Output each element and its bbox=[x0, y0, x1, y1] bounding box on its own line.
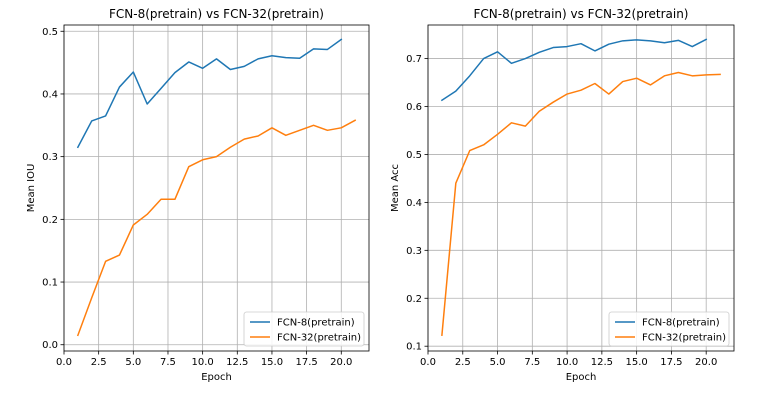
y-tick-label: 0.4 bbox=[406, 198, 422, 209]
x-tick-label: 0.0 bbox=[56, 357, 72, 368]
y-tick-label: 0.4 bbox=[42, 89, 58, 100]
y-tick-label: 0.5 bbox=[42, 27, 58, 38]
y-tick-label: 0.0 bbox=[42, 340, 58, 351]
chart-title: FCN-8(pretrain) vs FCN-32(pretrain) bbox=[474, 7, 689, 21]
x-tick-label: 15.0 bbox=[261, 357, 283, 368]
x-tick-label: 10.0 bbox=[192, 357, 214, 368]
x-tick-label: 2.5 bbox=[455, 357, 471, 368]
y-axis-label: Mean Acc bbox=[390, 164, 401, 212]
x-axis-label: Epoch bbox=[566, 372, 597, 383]
y-tick-label: 0.2 bbox=[406, 294, 422, 305]
y-tick-label: 0.1 bbox=[42, 278, 58, 289]
x-tick-label: 12.5 bbox=[226, 357, 248, 368]
x-tick-label: 0.0 bbox=[420, 357, 436, 368]
axes-frame bbox=[427, 24, 735, 352]
legend-label-1: FCN-8(pretrain) bbox=[642, 318, 720, 329]
series-line-1 bbox=[440, 38, 708, 102]
legend-label-1: FCN-8(pretrain) bbox=[277, 318, 355, 329]
y-tick-label: 0.7 bbox=[406, 54, 422, 65]
x-tick-label: 7.5 bbox=[160, 357, 176, 368]
y-axis-label: Mean IOU bbox=[26, 164, 37, 213]
legend-box bbox=[608, 311, 730, 347]
x-tick-label: 15.0 bbox=[626, 357, 648, 368]
chart-panel-2: 0.0 2.5 5.0 7.5 10.0 12.5 15.0 17.5 20.0 0.1 0.2 0.… bbox=[390, 7, 735, 383]
series-line-2 bbox=[441, 71, 721, 336]
x-tick-label: 2.5 bbox=[91, 357, 107, 368]
y-tick-label: 0.3 bbox=[42, 152, 58, 163]
x-tick-label: 17.5 bbox=[295, 357, 317, 368]
legend-box bbox=[243, 311, 365, 347]
y-tick-label: 0.1 bbox=[406, 342, 422, 353]
x-axis-label: Epoch bbox=[201, 372, 232, 383]
x-tick-label: 7.5 bbox=[524, 357, 540, 368]
x-tick-label: 5.0 bbox=[490, 357, 506, 368]
plot-area bbox=[64, 25, 369, 351]
x-tick-label: 5.0 bbox=[125, 357, 141, 368]
y-tick-label: 0.2 bbox=[42, 215, 58, 226]
chart-title: FCN-8(pretrain) vs FCN-32(pretrain) bbox=[109, 7, 324, 21]
chart-panel-1: 0.0 2.5 5.0 7.5 10.0 12.5 15.0 17.5 20.0 0.0 0.1 0.… bbox=[26, 7, 370, 383]
x-tick-label: 12.5 bbox=[591, 357, 613, 368]
y-tick-label: 0.6 bbox=[406, 102, 422, 113]
x-tick-label: 20.0 bbox=[695, 357, 717, 368]
axes-frame bbox=[63, 24, 370, 352]
y-tick-label: 0.3 bbox=[406, 246, 422, 257]
legend: FCN-8(pretrain) FCN-32(pretrain) bbox=[243, 311, 365, 347]
x-tick-label: 20.0 bbox=[330, 357, 352, 368]
x-tick-label: 17.5 bbox=[660, 357, 682, 368]
legend-label-2: FCN-32(pretrain) bbox=[277, 333, 361, 344]
legend-label-2: FCN-32(pretrain) bbox=[642, 333, 726, 344]
y-tick-label: 0.5 bbox=[406, 150, 422, 161]
series-line-2 bbox=[76, 119, 357, 337]
series-line-1 bbox=[76, 38, 343, 149]
plot-area bbox=[428, 25, 734, 351]
legend: FCN-8(pretrain) FCN-32(pretrain) bbox=[608, 311, 730, 347]
x-tick-label: 10.0 bbox=[556, 357, 578, 368]
